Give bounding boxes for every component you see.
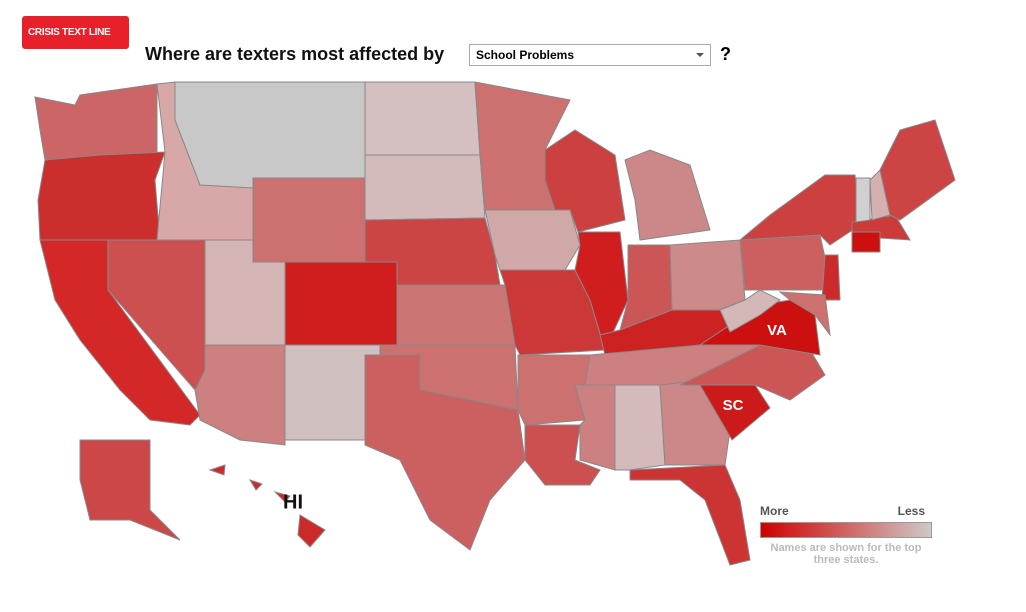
state[interactable] [364,81,481,156]
state[interactable] [396,284,516,346]
state[interactable] [252,177,366,263]
state[interactable] [37,151,166,241]
state[interactable] [719,289,781,333]
state[interactable] [851,231,881,253]
state[interactable] [208,464,326,548]
legend-more: More [760,504,789,518]
legend-gradient [760,522,932,538]
state[interactable] [624,149,711,241]
state[interactable] [574,384,616,471]
state[interactable] [739,234,831,291]
state[interactable] [855,177,871,223]
state-label: VA [767,322,787,339]
legend-note: Names are shown for the top three states… [770,542,922,566]
state[interactable] [524,424,601,486]
state[interactable] [629,464,751,566]
state[interactable] [778,291,831,337]
legend-less: Less [897,504,925,518]
state[interactable] [484,209,581,271]
state[interactable] [574,231,629,352]
state[interactable] [879,119,956,221]
state-label: SC [723,397,744,414]
state[interactable] [194,344,286,446]
state[interactable] [284,261,398,346]
state[interactable] [614,384,666,471]
state[interactable] [174,81,366,189]
state[interactable] [699,384,771,441]
state[interactable] [821,254,841,301]
state[interactable] [34,83,158,161]
state[interactable] [364,154,486,221]
state[interactable] [79,439,181,541]
state[interactable] [364,354,526,551]
state[interactable] [517,354,596,426]
topic-dropdown[interactable]: School Problems [469,44,711,66]
state[interactable] [738,174,861,246]
state[interactable] [669,239,746,311]
question: Where are texters most affected by [145,44,445,64]
logo[interactable]: CRISIS TEXT LINE [22,16,129,49]
question-mark: ? [720,44,731,64]
state-label: HI [283,491,303,513]
states [34,81,956,566]
